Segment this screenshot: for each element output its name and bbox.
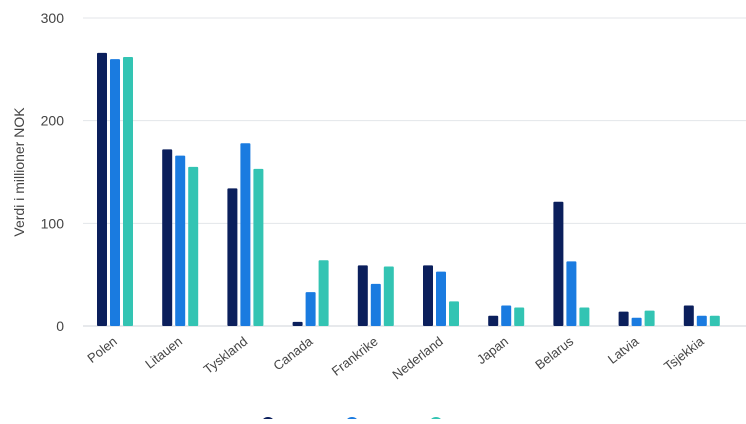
bar-2025-canada [318,260,329,326]
y-tick-label: 200 [41,113,65,129]
y-tick-label: 100 [41,215,65,231]
x-tick-label: Tyskland [201,334,251,377]
x-tick-label: Japan [474,334,511,368]
x-tick-label: Frankrike [329,334,381,379]
bars [97,52,720,327]
bar-2023-polen [97,52,107,326]
x-tick-label: Polen [84,334,119,366]
bar-2024-nederland [436,271,446,326]
bar-2025-belarus [579,307,590,326]
bar-2024-polen [110,59,120,327]
bar-2025-polen [123,57,133,326]
y-axis-ticks: 0 100 200 300 [41,10,65,334]
bar-2023-belarus [553,201,564,326]
bar-2024-frankrike [370,283,381,326]
x-tick-label: Litauen [142,334,185,372]
bar-2024-tyskland [240,143,251,326]
bar-2023-japan [488,315,499,326]
x-tick-label: Canada [270,333,316,373]
bar-2024-latvia [631,317,642,326]
bar-2023-canada [292,321,303,326]
bar-2025-tsjekkia [709,315,720,326]
bar-2023-litauen [162,149,173,326]
bar-2025-litauen [188,166,199,326]
bar-2023-latvia [618,311,629,326]
y-tick-label: 0 [56,318,64,334]
bar-2025-japan [514,307,525,326]
x-axis-ticks: Polen Litauen Tyskland Canada Frankrike Neder… [84,333,707,382]
bar-2024-canada [305,292,316,326]
bar-2025-latvia [644,310,655,326]
bar-2024-litauen [175,155,186,326]
bar-2025-frankrike [383,266,394,326]
bar-2024-japan [501,305,512,326]
bar-2023-nederland [423,265,433,326]
bar-2025-tyskland [253,168,264,326]
bar-2025-nederland [449,301,459,326]
x-tick-label: Belarus [532,333,576,372]
bar-2023-tsjekkia [683,305,694,326]
bar-2023-frankrike [357,265,368,326]
x-tick-label: Latvia [605,333,642,367]
bar-2024-belarus [566,261,577,326]
x-tick-label: Nederland [389,334,446,383]
x-tick-label: Tsjekkia [661,333,707,374]
bar-2024-tsjekkia [696,315,707,326]
y-tick-label: 300 [41,10,65,26]
y-axis-title: Verdi i millioner NOK [11,107,27,237]
bar-2023-tyskland [227,188,238,326]
